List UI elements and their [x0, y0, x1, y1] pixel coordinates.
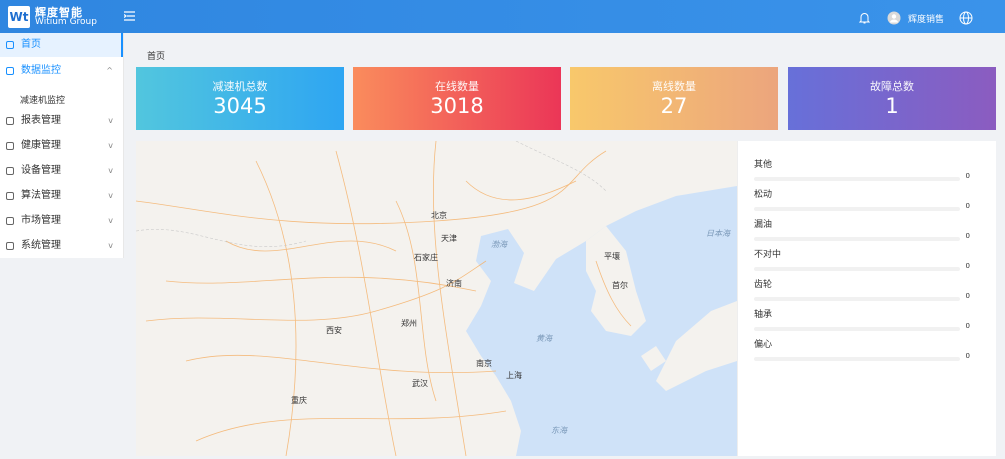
fault-label: 其他 [754, 160, 773, 170]
fault-value: 0 [965, 172, 970, 180]
map-label: 日本海 [706, 229, 731, 238]
fault-label: 不对中 [754, 250, 782, 260]
header: Wt 辉度智能 Witium Group 辉度销售 [0, 0, 1005, 33]
map-label: 武汉 [412, 378, 428, 388]
brand: 辉度智能 [35, 6, 83, 19]
fault-value: 0 [965, 352, 970, 360]
nav-item[interactable]: 系统管理 v [0, 234, 123, 258]
stat-label: 故障总数 [870, 80, 914, 93]
avatar[interactable] [887, 11, 901, 25]
nav-label: 系统管理 [21, 240, 61, 251]
map-label: 西安 [326, 325, 342, 335]
nav-item[interactable]: 设备管理 v [0, 159, 123, 183]
fault-row: 松动 0 [754, 187, 970, 217]
language-icon[interactable] [959, 11, 973, 25]
stat-card: 故障总数 1 [788, 67, 996, 130]
nav-item[interactable]: 报表管理 v [0, 109, 123, 133]
fault-value: 0 [965, 322, 970, 330]
fault-row: 不对中 0 [754, 247, 970, 277]
stat-label: 减速机总数 [212, 80, 268, 93]
map-label: 重庆 [291, 395, 307, 405]
nav-item[interactable]: 数据监控 ^ [0, 59, 123, 83]
progress-track [754, 267, 960, 271]
fault-value: 0 [965, 232, 970, 240]
stat-value: 3045 [213, 94, 267, 118]
progress-track [754, 327, 960, 331]
bell-icon[interactable] [859, 12, 870, 24]
map-label: 首尔 [612, 280, 628, 290]
map-label: 石家庄 [414, 252, 438, 262]
progress-track [754, 177, 960, 181]
map-label: 上海 [506, 370, 522, 380]
nav-label: 市场管理 [21, 215, 61, 226]
nav-label: 首页 [21, 39, 41, 50]
stat-value: 1 [885, 94, 899, 118]
map-label: 郑州 [401, 318, 417, 328]
nav-label: 报表管理 [21, 115, 61, 126]
progress-track [754, 297, 960, 301]
map[interactable]: 北京 天津 渤海 黄海 东海 日本海 石家庄 济南 南京 上海 武汉 西安 郑州… [136, 141, 737, 456]
fault-label: 松动 [754, 190, 773, 200]
sidebar: 首页 数据监控 ^ 减速机监控 报表管理 v 健康管理 v 设备管理 v 算法管理 v 市… [0, 33, 124, 258]
logo[interactable]: Wt [8, 6, 30, 28]
stat-card: 在线数量 3018 [353, 67, 561, 130]
fault-row: 漏油 0 [754, 217, 970, 247]
stat-label: 在线数量 [435, 80, 479, 93]
fault-label: 漏油 [754, 220, 773, 230]
map-label: 北京 [431, 210, 447, 220]
fault-value: 0 [965, 202, 970, 210]
nav-item[interactable]: 首页 [0, 33, 123, 57]
fault-row: 其他 0 [754, 157, 970, 187]
nav-label: 算法管理 [21, 190, 61, 201]
stat-card: 离线数量 27 [570, 67, 778, 130]
progress-track [754, 357, 960, 361]
stat-value: 3018 [430, 94, 484, 118]
brand-en: Witium Group [35, 17, 97, 27]
nav-label: 健康管理 [21, 140, 61, 151]
fault-label: 齿轮 [754, 280, 773, 290]
user-name[interactable]: 辉度销售 [908, 15, 945, 25]
stat-label: 离线数量 [652, 80, 696, 93]
map-label: 黄海 [536, 334, 553, 343]
stat-card: 减速机总数 3045 [136, 67, 344, 130]
nav-sub-item[interactable]: 减速机监控 [20, 96, 66, 106]
fault-row: 轴承 0 [754, 307, 970, 337]
progress-track [754, 237, 960, 241]
fault-value: 0 [965, 262, 970, 270]
fault-label: 偏心 [754, 340, 773, 350]
fault-value: 0 [965, 292, 970, 300]
nav-label: 设备管理 [21, 165, 61, 176]
divider [737, 141, 738, 456]
nav-item[interactable]: 健康管理 v [0, 134, 123, 158]
fault-row: 偏心 0 [754, 337, 970, 367]
map-label: 平壤 [604, 251, 620, 261]
map-label: 天津 [441, 233, 457, 243]
map-label: 济南 [446, 278, 462, 288]
progress-track [754, 207, 960, 211]
fault-label: 轴承 [754, 310, 773, 320]
breadcrumb[interactable]: 首页 [147, 52, 166, 62]
nav-label: 数据监控 [21, 65, 61, 76]
map-label: 渤海 [491, 240, 508, 249]
map-label: 东海 [551, 426, 568, 435]
nav-item[interactable]: 算法管理 v [0, 184, 123, 208]
stat-value: 27 [660, 94, 688, 118]
map-label: 南京 [476, 358, 492, 368]
menu-toggle[interactable] [124, 11, 135, 21]
nav-item[interactable]: 市场管理 v [0, 209, 123, 233]
fault-row: 齿轮 0 [754, 277, 970, 307]
